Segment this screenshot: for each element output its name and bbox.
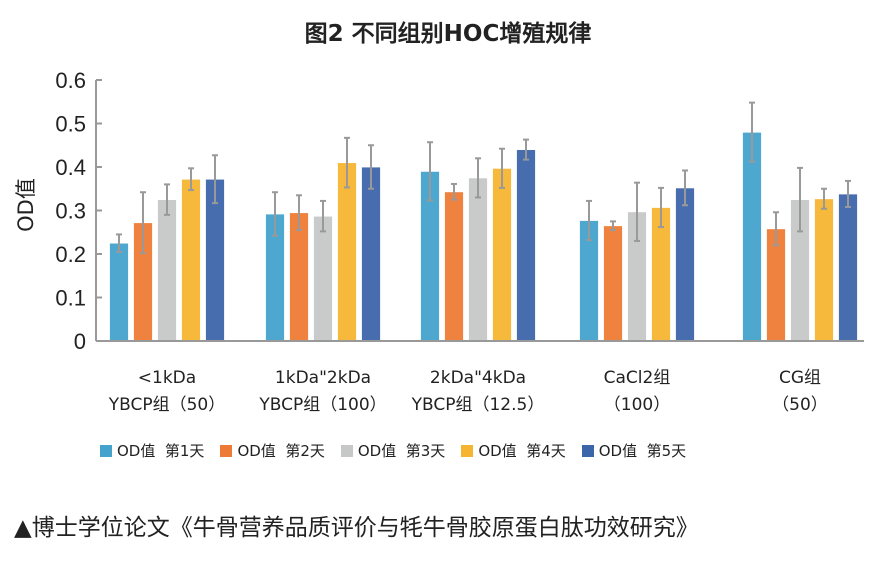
bar [109,242,129,342]
y-tick-label: 0.4 [55,155,86,180]
bar [516,149,536,342]
legend-swatch [220,444,233,457]
bar [838,193,858,342]
y-tick-label: 0.5 [55,112,86,137]
legend-label: OD值 第4天 [478,442,566,460]
x-tick-label: CaCl2组 [604,368,671,388]
x-tick-label: YBCP组（12.5） [411,395,545,415]
bar [468,177,488,342]
legend-swatch [340,444,353,457]
legend-swatch [100,444,112,457]
x-tick-label: YBCP组（100） [258,395,386,415]
legend-label: OD值 第2天 [237,442,325,460]
legend-swatch [461,444,474,457]
legend: OD值 第1天 OD值 第2天 OD值 第3天 OD值 第4天 OD值 第5天 [100,440,686,461]
x-tick-label: 2kDa"4kDa [430,368,526,388]
bar [603,225,623,342]
bar [814,198,834,342]
x-tick-label: YBCP组（50） [108,395,226,415]
legend-item: OD值 第4天 [461,440,566,461]
legend-item: OD值 第1天 [100,440,204,461]
legend-item: OD值 第3天 [340,440,446,461]
x-tick-label: 1kDa"2kDa [275,368,371,388]
bar [313,215,333,342]
bar [361,166,381,342]
legend-label: OD值 第5天 [598,442,687,460]
y-tick-label: 0.1 [55,286,86,311]
y-tick-label: 0.3 [55,199,86,224]
x-tick-label: （100） [604,395,670,415]
legend-swatch [581,444,594,457]
y-tick-label: 0 [74,329,86,354]
legend-label: OD值 第1天 [117,442,205,460]
bar [157,199,177,342]
plot-area: 0 0.1 0.2 0.3 0.4 0.5 0.6 <1kDa YBCP组（50） 1kDa"2k… [55,68,864,415]
bar [337,162,357,342]
bar [181,178,201,342]
legend-item: OD值 第5天 [581,440,687,461]
bar [289,212,309,342]
legend-item: OD值 第2天 [220,440,325,461]
x-tick-label: <1kDa [138,368,196,388]
chart-title: 图2 不同组别HOC增殖规律 [304,21,592,47]
x-tick-label: （50） [772,395,828,415]
y-tick-label: 0.6 [55,68,86,93]
x-tick-label: CG组 [779,368,821,388]
bar [675,187,695,342]
bar [444,191,464,342]
bar [492,167,512,342]
bar [742,131,762,342]
legend-label: OD值 第3天 [357,442,446,460]
figure-caption: ▲博士学位论文《牛骨营养品质评价与牦牛骨胶原蛋白肽功效研究》 [14,515,699,541]
y-tick-label: 0.2 [55,242,86,267]
